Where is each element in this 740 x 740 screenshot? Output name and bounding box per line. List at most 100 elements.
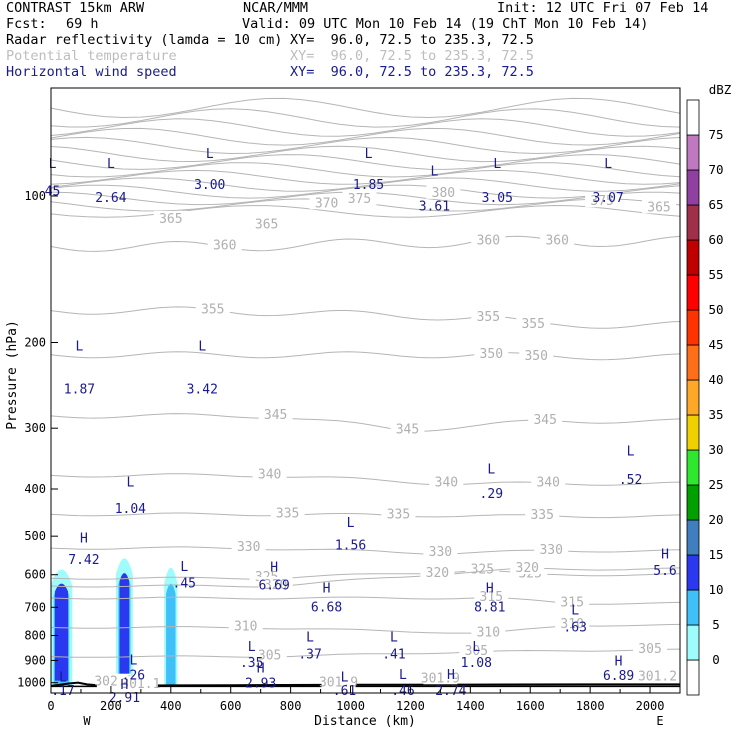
x-tick-label: 0 bbox=[47, 699, 54, 713]
wind-extremum-value: 3.42 bbox=[187, 383, 218, 398]
isentrope-line bbox=[50, 512, 681, 519]
isentrope-label-bg bbox=[471, 624, 506, 639]
isentrope-upper-band bbox=[50, 136, 681, 155]
reflectivity-column-mid bbox=[166, 583, 176, 686]
forecast-label: Fcst: bbox=[6, 16, 47, 32]
isentrope-upper-band bbox=[50, 162, 681, 178]
isentrope-label-bg bbox=[96, 673, 131, 688]
isentrope-label: 360 bbox=[477, 233, 500, 248]
field-name-theta: Potential temperature bbox=[6, 48, 177, 64]
wind-extremum-type: H bbox=[270, 561, 278, 576]
isentrope-label-bg bbox=[258, 577, 293, 592]
isentrope-label: 320 bbox=[264, 578, 287, 593]
wind-extremum-type: L bbox=[390, 631, 398, 646]
y-tick-label: 300 bbox=[24, 421, 46, 435]
isentrope-label-bg bbox=[555, 594, 590, 609]
isentrope-layer: 365 365 365 370 375 375 380 360 360 360 355 355 355 3… bbox=[50, 97, 681, 692]
colorbar-level-label: 30 bbox=[708, 442, 723, 457]
wind-extremum-value: .17 bbox=[51, 684, 74, 699]
valid-time: Valid: 09 UTC Mon 10 Feb 14 (19 ChT Mon … bbox=[242, 16, 649, 32]
wind-extremum-value: .45 bbox=[173, 576, 196, 591]
wind-extremum-type: L bbox=[365, 147, 373, 162]
isentrope-upper-band bbox=[50, 127, 681, 146]
colorbar-swatch bbox=[686, 134, 700, 171]
isentrope-label-bg bbox=[342, 191, 377, 206]
y-tick-label: 900 bbox=[24, 653, 46, 667]
wind-extremum-value: .41 bbox=[382, 647, 405, 662]
isentrope-label: 305 bbox=[465, 644, 488, 659]
colorbar-swatch bbox=[686, 274, 700, 311]
isentrope-upper-band bbox=[50, 145, 681, 163]
isentrope-label-bg bbox=[207, 237, 242, 252]
isentrope-label: 375 bbox=[590, 194, 613, 209]
isentrope-label-bg bbox=[540, 232, 575, 247]
isentrope-label: 305 bbox=[258, 649, 281, 664]
isentrope-label: 340 bbox=[258, 467, 281, 482]
isentrope-label-bg bbox=[381, 506, 416, 521]
isentrope-label-bg bbox=[471, 308, 506, 323]
wind-extremum-value: 1.56 bbox=[335, 539, 366, 554]
wind-extremum-type: L bbox=[487, 463, 495, 478]
isentrope-label-bg bbox=[420, 565, 455, 580]
isentrope-label: 335 bbox=[530, 508, 553, 523]
wind-extremum-type: L bbox=[76, 340, 84, 355]
colorbar-swatch bbox=[686, 484, 700, 521]
isentrope-label: 315 bbox=[480, 590, 503, 605]
wind-extremum-type: L bbox=[248, 640, 256, 655]
isentrope-label: 360 bbox=[213, 238, 236, 253]
wind-extremum-type: H bbox=[120, 678, 128, 693]
colorbar-swatch bbox=[686, 624, 700, 661]
wind-extremum-type: L bbox=[126, 476, 134, 491]
isentrope-label: 325 bbox=[471, 562, 494, 577]
colorbar-level-label: 70 bbox=[708, 162, 723, 177]
reflectivity-column-core bbox=[54, 583, 69, 681]
isentrope-label: 350 bbox=[480, 347, 503, 362]
isentrope-label-bg bbox=[123, 676, 158, 691]
wind-extremum-value: .46 bbox=[391, 684, 414, 699]
colorbar-swatch bbox=[686, 589, 700, 626]
wind-extremum-value: 1.08 bbox=[461, 656, 492, 671]
y-tick-label: 1000 bbox=[17, 676, 46, 690]
isentrope-label: 340 bbox=[435, 476, 458, 491]
colorbar-level-label: 55 bbox=[708, 267, 723, 282]
colorbar-swatch bbox=[686, 204, 700, 241]
wind-extremum-type: H bbox=[615, 655, 623, 670]
colorbar-swatch bbox=[686, 239, 700, 276]
org-title: NCAR/MMM bbox=[243, 0, 309, 16]
wind-extremum-value: 1.85 bbox=[353, 178, 384, 193]
wind-extremum-type: L bbox=[198, 340, 206, 355]
wind-extremum-type: L bbox=[59, 670, 67, 685]
wind-extremum-type: L bbox=[627, 445, 635, 460]
y-tick-label: 100 bbox=[24, 189, 46, 203]
isentrope-label-bg bbox=[555, 616, 590, 631]
wind-extremum-value: 1.87 bbox=[64, 383, 95, 398]
field-name-wind: Horizontal wind speed bbox=[6, 64, 177, 80]
wind-extremum-type: L bbox=[206, 147, 214, 162]
wind-extremum-type: L bbox=[493, 157, 501, 172]
x-end-label-west: W bbox=[83, 714, 91, 728]
isentrope-upper-band bbox=[50, 169, 681, 185]
isentrope-line bbox=[50, 351, 681, 361]
isentrope-label-bg bbox=[633, 640, 668, 655]
isentrope-label-bg bbox=[471, 232, 506, 247]
wind-extremum-type: L bbox=[129, 653, 137, 668]
isentrope-label-bg bbox=[474, 589, 509, 604]
isentrope-label-bg bbox=[429, 474, 464, 489]
wind-extremum-value: 6.89 bbox=[603, 669, 634, 684]
wind-extremum-type: L bbox=[472, 640, 480, 655]
x-tick-label: 1600 bbox=[516, 699, 545, 713]
y-axis-label: Pressure (hPa) bbox=[5, 320, 20, 430]
colorbar-level-label: 40 bbox=[708, 372, 723, 387]
isentrope-label: 301.2 bbox=[638, 669, 677, 684]
wind-extremum-value: .63 bbox=[563, 620, 586, 635]
model-title: CONTRAST 15km ARW bbox=[6, 0, 145, 16]
isentrope-label-bg bbox=[585, 193, 620, 208]
wind-extremum-type: H bbox=[80, 531, 88, 546]
isentrope-label-bg bbox=[153, 210, 188, 225]
isentrope-label: 301.9 bbox=[319, 676, 358, 691]
wind-extremum-value: 7.42 bbox=[68, 553, 99, 568]
isentrope-line bbox=[50, 306, 681, 329]
colorbar-swatch bbox=[686, 519, 700, 556]
wind-extremum-value: .26 bbox=[122, 669, 145, 684]
isentrope-label-bg bbox=[390, 421, 425, 436]
